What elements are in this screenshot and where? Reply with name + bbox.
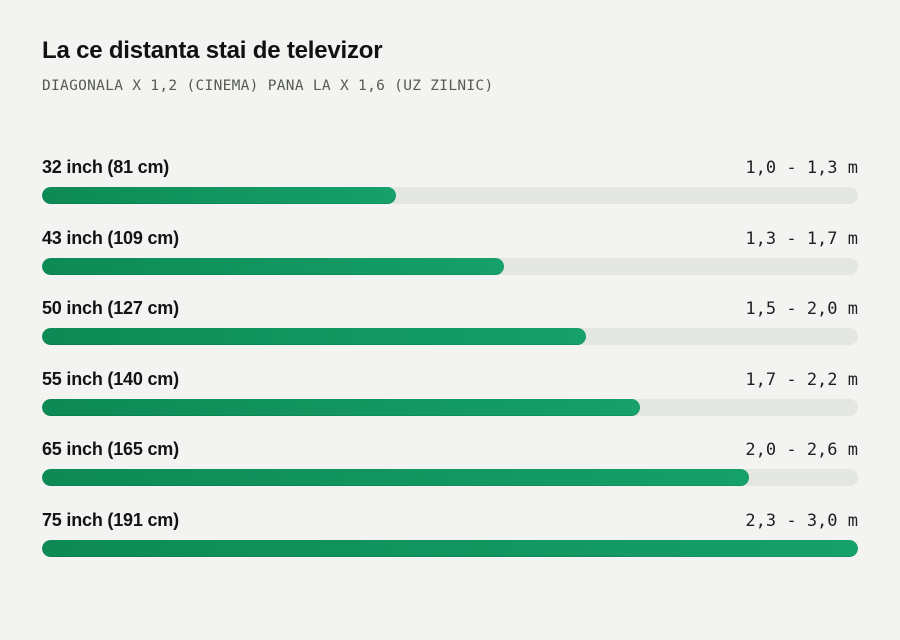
bar-track: [42, 398, 858, 416]
bar-fill: [42, 328, 586, 346]
bar-track: [42, 539, 858, 557]
bar-category-label: 50 inch (127 cm): [42, 298, 179, 319]
chart-subtitle: DIAGONALA X 1,2 (CINEMA) PANA LA X 1,6 (…: [42, 78, 494, 94]
bar-category-label: 32 inch (81 cm): [42, 157, 170, 177]
bar-range-label: 2,0 - 2,6 m: [745, 440, 858, 461]
bar-row: 43 inch (109 cm) 1,3 - 1,7 m: [42, 226, 858, 297]
bar-category-label: 55 inch (140 cm): [42, 368, 179, 389]
bar-fill: [42, 469, 750, 487]
bar-fill: [42, 257, 505, 275]
chart-title: La ce distanta stai de televizor: [42, 37, 383, 64]
bar-fill: [42, 539, 858, 557]
bar-category-label: 75 inch (191 cm): [42, 509, 179, 530]
bar-row: 32 inch (81 cm) 1,0 - 1,3 m: [42, 155, 858, 226]
bar-range-label: 1,0 - 1,3 m: [745, 158, 858, 178]
bar-track: [42, 187, 858, 204]
bar-track: [42, 469, 858, 487]
bar-range-label: 1,5 - 2,0 m: [745, 299, 858, 320]
bar-range-label: 1,3 - 1,7 m: [745, 228, 858, 249]
bar-row: 65 inch (165 cm) 2,0 - 2,6 m: [42, 437, 858, 508]
bar-range-label: 2,3 - 3,0 m: [745, 510, 858, 531]
bar-category-label: 43 inch (109 cm): [42, 227, 179, 248]
bar-fill: [42, 398, 641, 416]
bar-category-label: 65 inch (165 cm): [42, 439, 179, 460]
bar-track: [42, 328, 858, 346]
bar-row: 50 inch (127 cm) 1,5 - 2,0 m: [42, 296, 858, 367]
bar-list: 32 inch (81 cm) 1,0 - 1,3 m 43 inch (109 c…: [42, 155, 858, 579]
bar-fill: [42, 187, 396, 204]
bar-row: 55 inch (140 cm) 1,7 - 2,2 m: [42, 367, 858, 438]
bar-range-label: 1,7 - 2,2 m: [745, 369, 858, 390]
bar-row: 75 inch (191 cm) 2,3 - 3,0 m: [42, 508, 858, 579]
bar-track: [42, 257, 858, 275]
